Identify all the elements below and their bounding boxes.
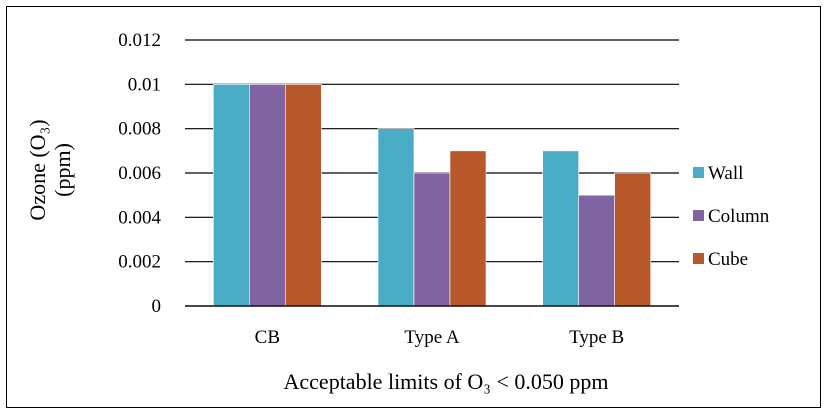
legend-swatch-wall <box>693 167 704 178</box>
legend-swatch-cube <box>693 253 704 264</box>
bar-wall-type-a <box>377 128 415 307</box>
y-tick-label: 0.002 <box>118 252 161 273</box>
y-tick-label: 0 <box>152 296 162 317</box>
y-axis-title-line1: Ozone (O₃) <box>25 119 50 220</box>
x-tick-label: CB <box>255 327 280 348</box>
y-axis-title-line2: (ppm) <box>50 143 75 197</box>
x-tick-labels: CB Type A Type B <box>255 327 625 348</box>
bar-cube-cb <box>285 84 322 307</box>
y-tick-label: 0.004 <box>118 207 161 228</box>
bar-wall-type-b <box>542 150 579 307</box>
legend-label-cube: Cube <box>708 249 748 270</box>
legend-label-wall: Wall <box>708 163 743 184</box>
legend-label-column: Column <box>708 206 770 227</box>
bars <box>185 84 679 307</box>
y-tick-label: 0.008 <box>118 119 161 140</box>
bar-column-cb <box>249 84 286 307</box>
bar-column-type-a <box>413 172 451 307</box>
y-tick-labels: 0 0.002 0.004 0.006 0.008 0.01 0.012 <box>118 30 161 317</box>
bar-wall-cb <box>213 84 250 307</box>
bar-cube-type-a <box>449 150 487 307</box>
y-tick-label: 0.012 <box>118 30 161 51</box>
legend-swatch-column <box>693 210 704 221</box>
y-tick-label: 0.01 <box>128 74 161 95</box>
legend: Wall Column Cube <box>693 163 770 270</box>
x-tick-label: Type A <box>404 327 459 348</box>
x-tick-label: Type B <box>569 327 624 348</box>
bar-cube-type-b <box>614 172 651 307</box>
x-axis-title: Acceptable limits of O₃ < 0.050 ppm <box>284 369 609 394</box>
y-tick-label: 0.006 <box>118 163 161 184</box>
bar-column-type-b <box>578 194 615 307</box>
